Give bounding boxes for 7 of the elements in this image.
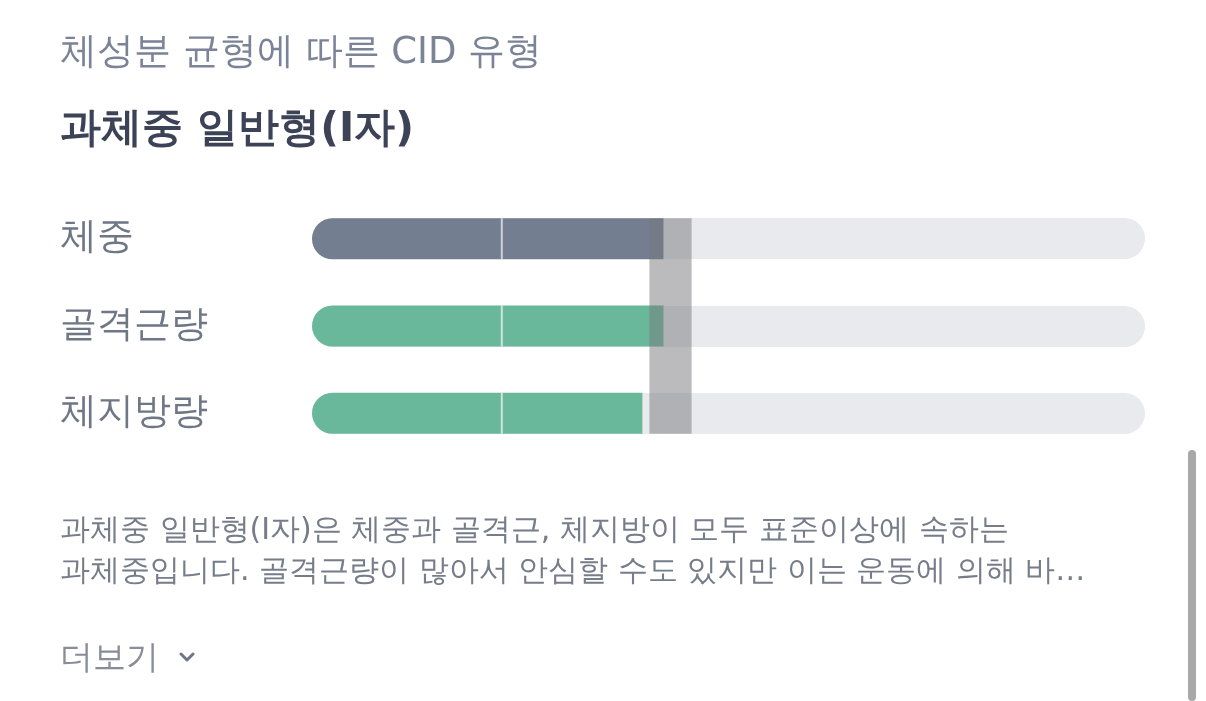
y-tick-label: 체중 xyxy=(60,214,134,258)
chart-subtitle: 체성분 균형에 따른 CID 유형 xyxy=(60,28,543,74)
chart-title: 과체중 일반형(I자) xyxy=(60,102,415,152)
text: 더보기 xyxy=(60,636,159,678)
y-tick-label: 체지방량 xyxy=(60,388,208,432)
text: 과체중 일반형(I자)은 체중과 골격근, 체지방이 모두 표준이상에 속하는 과체중입니다. 골격근량이 많아서 안심할 수도 있지만 이는 운동에 의해 바… xyxy=(60,510,1086,589)
y-tick-label: 골격근량 xyxy=(60,301,208,345)
